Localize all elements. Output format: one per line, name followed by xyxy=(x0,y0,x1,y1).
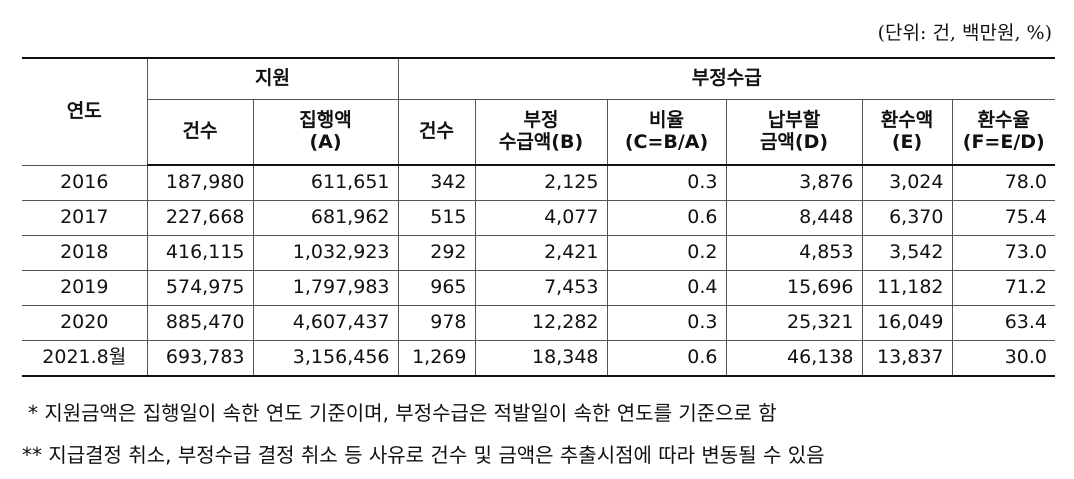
year-cell: 2018 xyxy=(22,235,148,271)
year-cell: 2020 xyxy=(22,305,148,341)
value-cell: 4,607,437 xyxy=(252,305,399,341)
value-cell: 3,156,456 xyxy=(252,340,399,377)
value-cell: 6,370 xyxy=(861,200,953,236)
value-cell: 16,049 xyxy=(861,305,953,341)
data-table: 연도 지원 부정수급 건수 집행액 (A) 건수 부정 수급액(B) 비율 (C=B/A) 납… xyxy=(22,57,1055,377)
value-cell: 0.6 xyxy=(606,340,727,377)
value-cell: 342 xyxy=(397,164,476,201)
header-cell: 건수 xyxy=(147,99,254,166)
header-cell: 집행액 (A) xyxy=(252,99,399,166)
value-cell: 885,470 xyxy=(146,305,254,341)
value-cell: 4,853 xyxy=(725,235,863,271)
header-cell: 비율 (C=B/A) xyxy=(606,99,727,166)
header-cell: 부정수급 xyxy=(397,57,1055,100)
value-cell: 71.2 xyxy=(951,270,1055,306)
table-row: 2017 227,668 681,962 515 4,077 0.6 8,448 6,370 7… xyxy=(22,200,1055,236)
year-cell: 2017 xyxy=(22,200,148,236)
value-cell: 0.3 xyxy=(606,164,727,201)
value-cell: 611,651 xyxy=(252,164,399,201)
value-cell: 292 xyxy=(397,235,476,271)
footnote: * 지원금액은 집행일이 속한 연도 기준이며, 부정수급은 적발일이 속한 연… xyxy=(28,401,777,425)
value-cell: 13,837 xyxy=(861,340,953,377)
table-row: 2016 187,980 611,651 342 2,125 0.3 3,876 3,024 7… xyxy=(22,164,1055,201)
header-cell: 건수 xyxy=(397,99,476,166)
value-cell: 515 xyxy=(397,200,476,236)
value-cell: 0.3 xyxy=(606,305,727,341)
value-cell: 3,542 xyxy=(861,235,953,271)
value-cell: 0.6 xyxy=(606,200,727,236)
value-cell: 0.4 xyxy=(606,270,727,306)
year-cell: 2016 xyxy=(22,164,148,201)
value-cell: 25,321 xyxy=(725,305,863,341)
value-cell: 4,077 xyxy=(474,200,608,236)
value-cell: 30.0 xyxy=(951,340,1055,377)
value-cell: 2,421 xyxy=(474,235,608,271)
value-cell: 1,269 xyxy=(397,340,476,377)
value-cell: 8,448 xyxy=(725,200,863,236)
value-cell: 574,975 xyxy=(146,270,254,306)
value-cell: 73.0 xyxy=(951,235,1055,271)
value-cell: 11,182 xyxy=(861,270,953,306)
value-cell: 3,024 xyxy=(861,164,953,201)
value-cell: 3,876 xyxy=(725,164,863,201)
value-cell: 1,797,983 xyxy=(252,270,399,306)
value-cell: 416,115 xyxy=(146,235,254,271)
value-cell: 681,962 xyxy=(252,200,399,236)
value-cell: 12,282 xyxy=(474,305,608,341)
year-cell: 2019 xyxy=(22,270,148,306)
header-cell: 납부할 금액(D) xyxy=(725,99,863,166)
unit-note: (단위: 건, 백만원, %) xyxy=(877,22,1052,44)
value-cell: 2,125 xyxy=(474,164,608,201)
value-cell: 227,668 xyxy=(146,200,254,236)
value-cell: 965 xyxy=(397,270,476,306)
header-cell: 연도 xyxy=(22,57,148,166)
table-row: 2019 574,975 1,797,983 965 7,453 0.4 15,696 11,… xyxy=(22,270,1055,306)
header-cell: 부정 수급액(B) xyxy=(474,99,608,166)
table-row: 2021.8월 693,783 3,156,456 1,269 18,348 0.6 46,… xyxy=(22,340,1055,377)
header-cell: 환수율 (F=E/D) xyxy=(951,99,1055,166)
header-cell: 지원 xyxy=(146,57,399,100)
value-cell: 63.4 xyxy=(951,305,1055,341)
value-cell: 75.4 xyxy=(951,200,1055,236)
value-cell: 0.2 xyxy=(606,235,727,271)
value-cell: 15,696 xyxy=(725,270,863,306)
value-cell: 46,138 xyxy=(725,340,863,377)
year-cell: 2021.8월 xyxy=(22,340,148,377)
value-cell: 18,348 xyxy=(474,340,608,377)
value-cell: 78.0 xyxy=(951,164,1055,201)
table-row: 2018 416,115 1,032,923 292 2,421 0.2 4,853 3,54… xyxy=(22,235,1055,271)
value-cell: 187,980 xyxy=(146,164,254,201)
table-row: 2020 885,470 4,607,437 978 12,282 0.3 25,321 16… xyxy=(22,305,1055,341)
value-cell: 7,453 xyxy=(474,270,608,306)
value-cell: 1,032,923 xyxy=(252,235,399,271)
footnote: ** 지급결정 취소, 부정수급 결정 취소 등 사유로 건수 및 금액은 추출… xyxy=(22,443,825,467)
header-cell: 환수액 (E) xyxy=(861,99,953,166)
value-cell: 978 xyxy=(397,305,476,341)
value-cell: 693,783 xyxy=(146,340,254,377)
